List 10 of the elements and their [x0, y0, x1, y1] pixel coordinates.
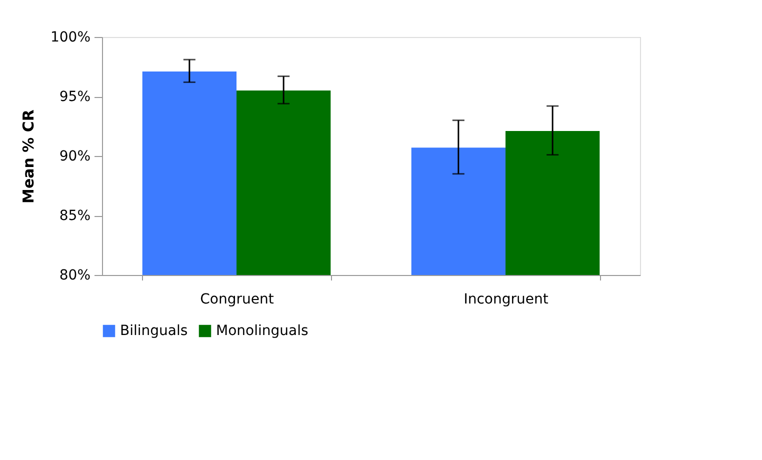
x-tick-label: Congruent — [200, 292, 274, 308]
x-tick-label: Incongruent — [464, 292, 549, 308]
y-tick-label: 90% — [59, 148, 90, 164]
y-tick-label: 85% — [59, 208, 90, 224]
y-tick-label: 80% — [59, 268, 90, 284]
legend-label: Monolinguals — [216, 323, 308, 339]
y-tick-label: 95% — [59, 89, 90, 105]
y-tick-label: 100% — [50, 30, 90, 46]
legend-label: Bilinguals — [120, 323, 188, 339]
y-axis-title: Mean % CR — [19, 109, 38, 204]
